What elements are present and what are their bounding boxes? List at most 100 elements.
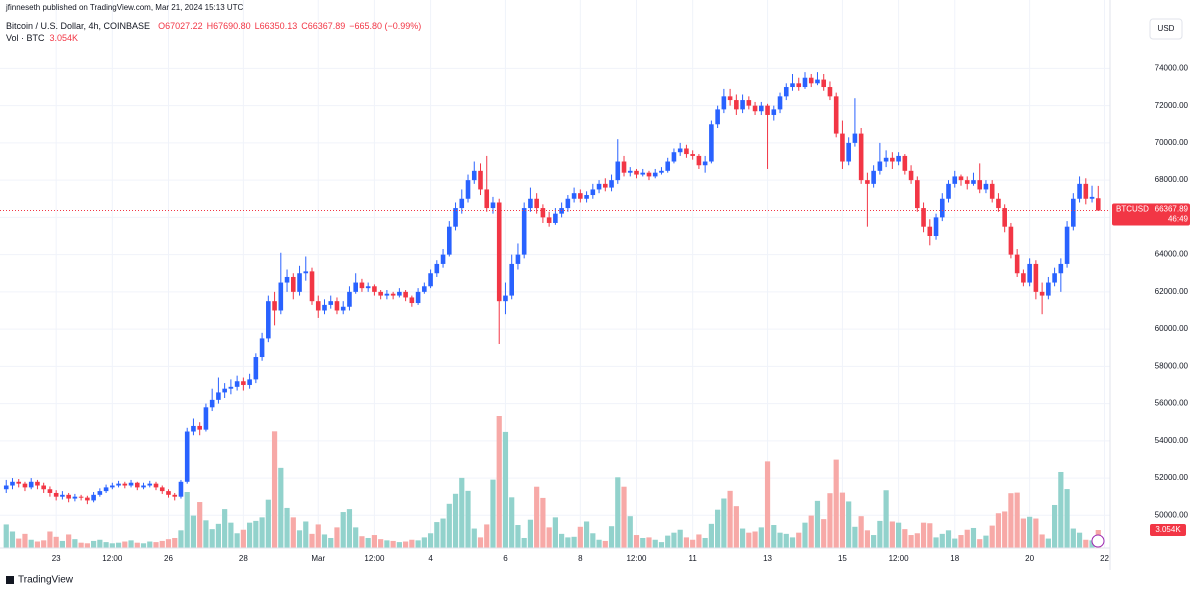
brand: TradingView: [6, 575, 74, 586]
volume-bar: [702, 537, 708, 548]
x-tick-label: 22: [1100, 554, 1109, 563]
candle-body: [334, 301, 340, 311]
x-tick-label: 28: [239, 554, 248, 563]
candle-body: [222, 388, 227, 393]
volume-bar: [296, 530, 303, 548]
volume-bar: [66, 534, 72, 548]
price-tag-symbol: BTCUSD: [1116, 205, 1149, 214]
volume-bar: [365, 537, 371, 548]
candle-body: [209, 399, 215, 408]
volume-bar: [471, 528, 477, 548]
replay-icon[interactable]: [1091, 534, 1105, 548]
candle-body: [110, 485, 115, 488]
volume-bar: [72, 539, 78, 548]
candle-body: [808, 77, 814, 84]
candle-body: [434, 263, 440, 274]
candle-body: [247, 379, 252, 385]
candle-body: [740, 100, 745, 110]
currency-box[interactable]: [1149, 18, 1183, 40]
y-tick-label: 54000.00: [1155, 436, 1189, 445]
candle-body: [184, 431, 190, 482]
candle-body: [16, 481, 22, 484]
volume-bar: [240, 529, 246, 548]
candle-body: [228, 386, 234, 389]
candles: [0, 72, 1110, 505]
candle-body: [696, 155, 702, 166]
volume-bar: [534, 486, 540, 548]
candle-body: [446, 226, 452, 255]
volume-bar: [359, 536, 365, 548]
volume-bar: [864, 530, 870, 548]
ohlc-value: −665.80 (−0.99%): [349, 21, 421, 31]
candle-body: [234, 381, 240, 387]
volume-bar: [203, 520, 209, 548]
candle-body: [1077, 183, 1082, 199]
volume-name: Vol · BTC: [6, 33, 45, 43]
volume-bar: [340, 512, 346, 548]
candle-body: [266, 301, 271, 339]
candle-body: [865, 180, 870, 184]
y-tick-label: 74000.00: [1155, 64, 1189, 73]
candle-body: [147, 483, 153, 486]
volume-bar: [91, 540, 97, 548]
volume-bar: [821, 519, 827, 548]
volume-bar: [658, 542, 665, 548]
candle-body: [166, 491, 171, 495]
volume-bar: [920, 522, 927, 548]
candle-body: [1089, 196, 1095, 199]
candle-body: [415, 291, 421, 304]
y-tick-label: 56000.00: [1155, 399, 1189, 408]
candle-body: [328, 301, 334, 305]
candle-body: [603, 183, 608, 188]
candle-body: [584, 195, 589, 199]
candle-body: [702, 161, 708, 166]
volume-bar: [652, 539, 658, 548]
volume-bar: [727, 490, 733, 548]
volume-bar: [970, 527, 977, 548]
candle-body: [571, 193, 577, 199]
candle-body: [1008, 226, 1014, 255]
ohlc-value: O67027.22: [158, 21, 203, 31]
x-tick-label: 12:00: [889, 554, 910, 563]
byline: jfinneseth published on TradingView.com,…: [5, 3, 244, 12]
candle-body: [428, 273, 433, 287]
candle-body: [827, 87, 833, 97]
volume-bar: [147, 541, 153, 548]
candle-body: [840, 133, 845, 162]
volume-bar: [633, 535, 640, 548]
volume-bar: [1033, 518, 1039, 548]
ohlc-value: L66350.13: [255, 21, 298, 31]
x-tick-label: 8: [578, 554, 583, 563]
candle-body: [877, 161, 883, 171]
volume-bar: [827, 493, 833, 548]
candle-body: [1002, 208, 1007, 227]
volume-bar: [3, 524, 9, 548]
currency[interactable]: USD: [1158, 24, 1175, 33]
volume-bar: [783, 533, 789, 548]
y-tick-label: 50000.00: [1155, 510, 1189, 519]
candle-body: [78, 496, 84, 498]
volume-bar: [371, 535, 378, 548]
price-tag-value: 66367.89: [1155, 205, 1189, 214]
candle-body: [1058, 263, 1064, 274]
volume-bar: [490, 479, 496, 548]
volume-bar: [833, 459, 839, 548]
candle-body: [47, 489, 53, 493]
volume-bar: [140, 543, 147, 548]
volume-bar: [259, 517, 265, 548]
candle-body: [272, 301, 277, 311]
volume-bar: [409, 539, 415, 548]
y-tick-label: 52000.00: [1155, 473, 1189, 482]
volume-bar: [165, 539, 172, 548]
candle-body: [484, 189, 490, 209]
volume-bar: [278, 467, 284, 548]
candle-body: [896, 155, 901, 162]
volume-bar: [415, 540, 421, 548]
volume-bar: [197, 502, 203, 548]
volume-bar: [315, 524, 321, 548]
candle-body: [921, 208, 926, 227]
x-tick-label: 6: [503, 554, 508, 563]
volume-bar: [41, 540, 47, 548]
candle-body: [609, 180, 614, 188]
volume-bar: [764, 461, 771, 548]
